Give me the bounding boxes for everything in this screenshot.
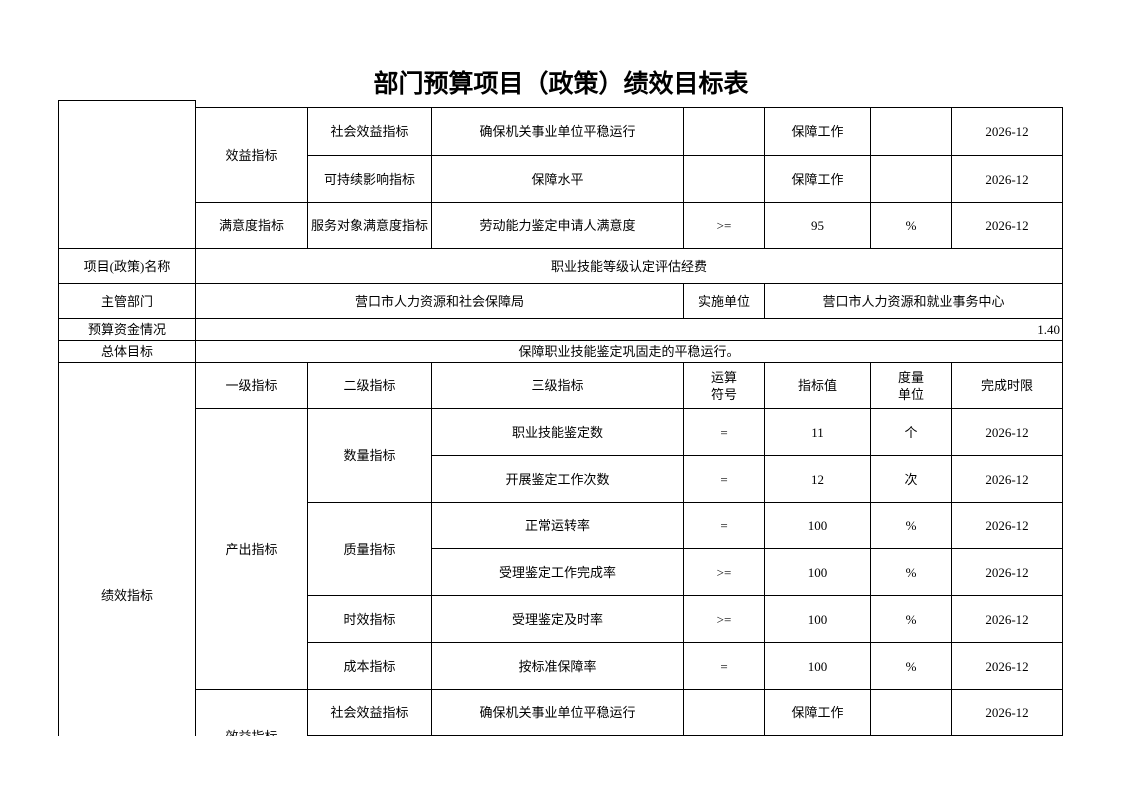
value: 保障工作 [764,107,871,156]
header: 一级指标 [195,362,308,409]
operator: = [683,455,765,503]
level2: 服务对象满意度指标 [307,202,432,249]
level2: 社会效益指标 [307,689,432,736]
operator: >= [683,548,765,596]
header: 度量 单位 [870,362,952,409]
deadline: 2026-12 [951,155,1063,203]
value: 100 [764,548,871,596]
value: 100 [764,595,871,643]
level3: 确保机关事业单位平稳运行 [431,689,684,736]
level2: 成本指标 [307,642,432,690]
unit: % [870,642,952,690]
unit [870,155,952,203]
value: 12 [764,455,871,503]
deadline: 2026-12 [951,502,1063,549]
unit: 次 [870,455,952,503]
operator [683,689,765,736]
value: 保障工作 [764,689,871,736]
level2: 社会效益指标 [307,107,432,156]
label: 绩效指标 [58,362,196,736]
level1: 效益指标 [195,689,308,736]
operator: = [683,642,765,690]
unit [870,107,952,156]
label: 项目(政策)名称 [58,248,196,284]
level2: 数量指标 [307,408,432,503]
level3: 保障水平 [431,155,684,203]
value: 11 [764,408,871,456]
operator: = [683,408,765,456]
unit: % [870,595,952,643]
level1: 满意度指标 [195,202,308,249]
level3: 确保机关事业单位平稳运行 [431,107,684,156]
header: 指标值 [764,362,871,409]
unit [870,689,952,736]
value: 100 [764,502,871,549]
goal: 保障职业技能鉴定巩固走的平稳运行。 [195,340,1063,363]
operator: >= [683,202,765,249]
level1: 效益指标 [195,107,308,203]
label: 总体目标 [58,340,196,363]
level3: 正常运转率 [431,502,684,549]
title: 部门预算项目（政策）绩效目标表 [373,71,749,98]
label: 预算资金情况 [58,318,196,341]
operator: = [683,502,765,549]
operator: >= [683,595,765,643]
value: 100 [764,642,871,690]
deadline: 2026-12 [951,595,1063,643]
header: 运算 符号 [683,362,765,409]
level3: 受理鉴定工作完成率 [431,548,684,596]
value: 95 [764,202,871,249]
empty-cell [58,100,196,249]
level3: 劳动能力鉴定申请人满意度 [431,202,684,249]
header: 三级指标 [431,362,684,409]
operator [683,155,765,203]
table: 效益指标 满意度指标 社会效益指标 确保机关事业单位平稳运行 保障工作 2026-12 可持… [58,100,1063,736]
deadline: 2026-12 [951,642,1063,690]
implementer: 营口市人力资源和就业事务中心 [764,283,1063,319]
department: 营口市人力资源和社会保障局 [195,283,684,319]
budget: 1.40 [195,318,1063,341]
operator [683,107,765,156]
deadline: 2026-12 [951,408,1063,456]
level2: 可持续影响指标 [307,155,432,203]
deadline: 2026-12 [951,202,1063,249]
deadline: 2026-12 [951,455,1063,503]
deadline: 2026-12 [951,548,1063,596]
unit: % [870,548,952,596]
deadline: 2026-12 [951,107,1063,156]
level3: 按标准保障率 [431,642,684,690]
level3: 开展鉴定工作次数 [431,455,684,503]
level1: 产出指标 [195,408,308,690]
label: 实施单位 [683,283,765,319]
label: 主管部门 [58,283,196,319]
unit: % [870,502,952,549]
level2: 时效指标 [307,595,432,643]
value: 保障工作 [764,155,871,203]
level3: 受理鉴定及时率 [431,595,684,643]
project-name: 职业技能等级认定评估经费 [195,248,1063,284]
header: 完成时限 [951,362,1063,409]
level2: 质量指标 [307,502,432,596]
unit: % [870,202,952,249]
level3: 职业技能鉴定数 [431,408,684,456]
unit: 个 [870,408,952,456]
deadline: 2026-12 [951,689,1063,736]
header: 二级指标 [307,362,432,409]
